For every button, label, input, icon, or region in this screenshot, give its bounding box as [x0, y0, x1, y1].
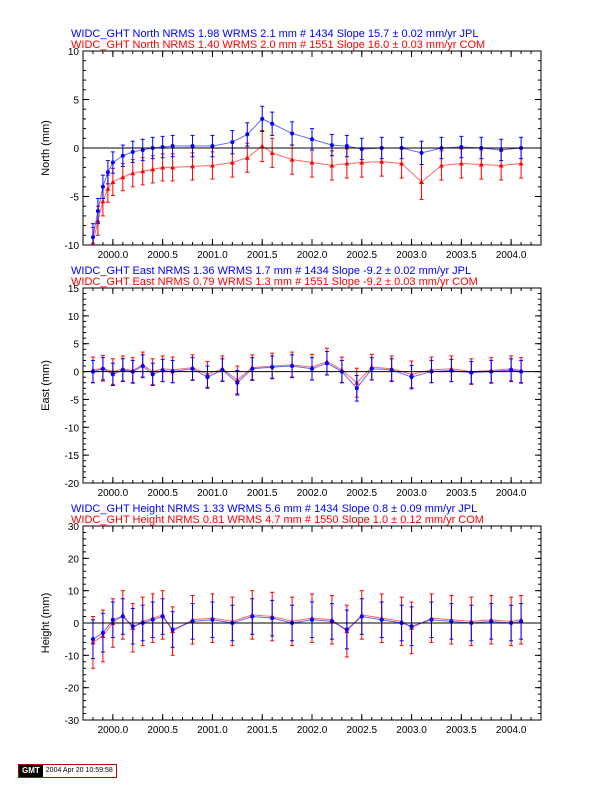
gmt-timestamp-stamp: GMT 2004 Apr 20 10:59:58 [18, 764, 117, 778]
series-line-jpl [92, 118, 522, 238]
x-tick-label: 2000.5 [147, 725, 178, 736]
data-point-com [518, 161, 524, 166]
x-tick-label: 2000.5 [147, 488, 178, 499]
x-tick-label: 2004.0 [496, 725, 527, 736]
x-tick-label: 2000.0 [98, 488, 129, 499]
x-tick-label: 2001.5 [247, 725, 278, 736]
x-tick-label: 2002.0 [297, 725, 328, 736]
y-tick-label: -30 [65, 716, 80, 727]
y-tick-label: -20 [65, 684, 80, 695]
x-tick-label: 2002.0 [297, 488, 328, 499]
series-line-com [92, 145, 522, 244]
x-tick-label: 2001.0 [197, 488, 228, 499]
x-tick-label: 2001.5 [247, 250, 278, 261]
y-tick-label: -10 [65, 651, 80, 662]
y-tick-label: 5 [73, 340, 79, 351]
y-tick-label: -5 [70, 395, 79, 406]
header-com: WIDC_GHT North NRMS 1.40 WRMS 2.0 mm # 1… [71, 39, 485, 51]
series-line-com [92, 614, 522, 643]
y-tick-label: -15 [65, 451, 80, 462]
panel-east: WIDC_GHT East NRMS 1.36 WRMS 1.7 mm # 14… [40, 265, 542, 499]
y-axis-label: East (mm) [40, 360, 52, 411]
gmt-logo: GMT [19, 765, 43, 777]
y-axis-label: Height (mm) [40, 593, 52, 654]
x-tick-label: 2003.5 [446, 488, 477, 499]
y-tick-label: -20 [65, 479, 80, 490]
x-tick-label: 2001.0 [197, 250, 228, 261]
x-tick-label: 2000.5 [147, 250, 178, 261]
header-jpl: WIDC_GHT Height NRMS 1.33 WRMS 5.6 mm # … [71, 503, 477, 515]
x-tick-label: 2003.5 [446, 725, 477, 736]
data-area [90, 105, 524, 245]
y-tick-label: 10 [68, 587, 80, 598]
x-tick-label: 2000.0 [98, 725, 129, 736]
x-tick-label: 2003.0 [396, 488, 427, 499]
header-com: WIDC_GHT East NRMS 0.79 WRMS 1.3 mm # 15… [71, 276, 478, 288]
y-tick-label: -10 [65, 241, 80, 252]
y-tick-label: 10 [68, 47, 80, 58]
series-line-jpl [92, 615, 522, 640]
x-tick-label: 2003.0 [396, 725, 427, 736]
x-tick-label: 2004.0 [496, 250, 527, 261]
x-tick-label: 2003.0 [396, 250, 427, 261]
x-tick-label: 2002.5 [346, 250, 377, 261]
header-com: WIDC_GHT Height NRMS 0.81 WRMS 4.7 mm # … [71, 514, 484, 526]
x-tick-label: 2002.5 [346, 725, 377, 736]
y-tick-label: 5 [73, 96, 79, 107]
y-axis-label: North (mm) [40, 120, 52, 176]
y-tick-label: 30 [68, 522, 80, 533]
x-tick-label: 2001.5 [247, 488, 278, 499]
y-tick-label: -5 [70, 193, 79, 204]
y-tick-label: 20 [68, 554, 80, 565]
y-tick-label: 0 [73, 619, 79, 630]
panel-north: WIDC_GHT North NRMS 1.98 WRMS 2.1 mm # 1… [40, 28, 542, 261]
data-area [90, 590, 524, 669]
header-jpl: WIDC_GHT North NRMS 1.98 WRMS 2.1 mm # 1… [71, 28, 478, 40]
panel-height: WIDC_GHT Height NRMS 1.33 WRMS 5.6 mm # … [40, 503, 542, 736]
y-tick-label: 0 [73, 368, 79, 379]
x-tick-label: 2002.0 [297, 250, 328, 261]
x-tick-label: 2001.0 [197, 725, 228, 736]
x-tick-label: 2004.0 [496, 488, 527, 499]
y-tick-label: 10 [68, 312, 80, 323]
y-tick-label: -10 [65, 423, 80, 434]
y-tick-label: 0 [73, 144, 79, 155]
header-jpl: WIDC_GHT East NRMS 1.36 WRMS 1.7 mm # 14… [71, 265, 471, 277]
y-tick-label: 15 [68, 284, 80, 295]
x-tick-label: 2000.0 [98, 250, 129, 261]
x-tick-label: 2002.5 [346, 488, 377, 499]
data-area [90, 347, 524, 402]
gmt-timestamp: 2004 Apr 20 10:59:58 [42, 765, 116, 777]
x-tick-label: 2003.5 [446, 250, 477, 261]
